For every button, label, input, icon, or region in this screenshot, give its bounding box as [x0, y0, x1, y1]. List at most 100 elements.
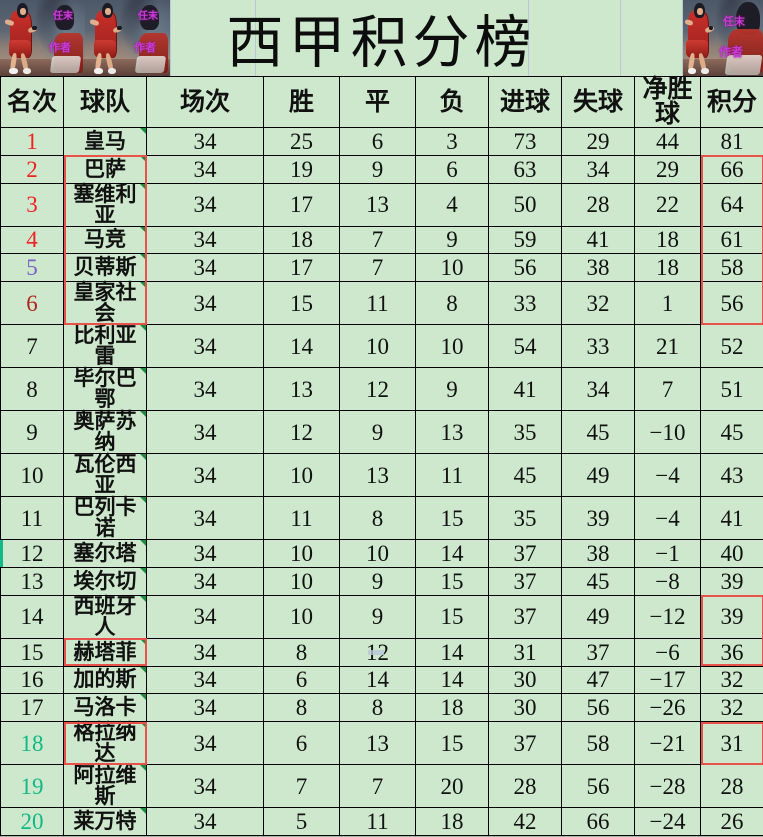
cell-draw[interactable]: 9 — [340, 155, 416, 183]
cell-rank[interactable]: 8 — [1, 368, 64, 411]
cell-draw[interactable]: 10 — [340, 325, 416, 368]
cell-ga[interactable]: 45 — [562, 567, 635, 595]
cell-gd[interactable]: 22 — [635, 183, 701, 226]
cell-gf[interactable]: 37 — [489, 595, 562, 638]
cell-ga[interactable]: 34 — [562, 368, 635, 411]
cell-pts[interactable]: 32 — [701, 694, 763, 722]
cell-loss[interactable]: 9 — [416, 226, 489, 254]
cell-played[interactable]: 34 — [147, 368, 264, 411]
cell-team[interactable]: 加的斯 — [64, 666, 147, 694]
cell-gd[interactable]: −28 — [635, 765, 701, 808]
cell-loss[interactable]: 15 — [416, 497, 489, 540]
cell-gf[interactable]: 54 — [489, 325, 562, 368]
cell-gf[interactable]: 45 — [489, 454, 562, 497]
cell-ga[interactable]: 32 — [562, 282, 635, 325]
cell-gf[interactable]: 33 — [489, 282, 562, 325]
cell-team[interactable]: 莱万特 — [64, 808, 147, 836]
cell-pts[interactable]: 52 — [701, 325, 763, 368]
cell-pts[interactable]: 43 — [701, 454, 763, 497]
column-header-gd[interactable]: 净胜球 — [635, 77, 701, 128]
cell-team[interactable]: 埃尔切 — [64, 567, 147, 595]
cell-win[interactable]: 7 — [264, 765, 340, 808]
cell-loss[interactable]: 6 — [416, 155, 489, 183]
cell-win[interactable]: 5 — [264, 808, 340, 836]
cell-win[interactable]: 6 — [264, 666, 340, 694]
cell-gf[interactable]: 37 — [489, 540, 562, 568]
cell-ga[interactable]: 28 — [562, 183, 635, 226]
cell-rank[interactable]: 10 — [1, 454, 64, 497]
cell-played[interactable]: 34 — [147, 666, 264, 694]
cell-gf[interactable]: 63 — [489, 155, 562, 183]
cell-draw[interactable]: 9 — [340, 411, 416, 454]
cell-win[interactable]: 11 — [264, 497, 340, 540]
cell-ga[interactable]: 38 — [562, 540, 635, 568]
cell-ga[interactable]: 34 — [562, 155, 635, 183]
cell-gd[interactable]: −8 — [635, 567, 701, 595]
cell-played[interactable]: 34 — [147, 183, 264, 226]
cell-win[interactable]: 12 — [264, 411, 340, 454]
cell-draw[interactable]: 7 — [340, 226, 416, 254]
column-header-gf[interactable]: 进球 — [489, 77, 562, 128]
cell-rank[interactable]: 18 — [1, 722, 64, 765]
cell-gf[interactable]: 30 — [489, 666, 562, 694]
cell-loss[interactable]: 8 — [416, 282, 489, 325]
cell-draw[interactable]: 8 — [340, 497, 416, 540]
cell-loss[interactable]: 14 — [416, 638, 489, 666]
cell-gf[interactable]: 28 — [489, 765, 562, 808]
cell-pts[interactable]: 39 — [701, 567, 763, 595]
cell-ga[interactable]: 39 — [562, 497, 635, 540]
cell-team[interactable]: 皇马 — [64, 128, 147, 156]
cell-played[interactable]: 34 — [147, 808, 264, 836]
cell-win[interactable]: 6 — [264, 722, 340, 765]
cell-draw[interactable]: 9 — [340, 595, 416, 638]
cell-team[interactable]: 奥萨苏纳 — [64, 411, 147, 454]
cell-loss[interactable]: 15 — [416, 595, 489, 638]
cell-gd[interactable]: 29 — [635, 155, 701, 183]
cell-pts[interactable]: 28 — [701, 765, 763, 808]
cell-loss[interactable]: 18 — [416, 694, 489, 722]
cell-gd[interactable]: 1 — [635, 282, 701, 325]
cell-played[interactable]: 34 — [147, 765, 264, 808]
cell-gd[interactable]: −26 — [635, 694, 701, 722]
cell-ga[interactable]: 58 — [562, 722, 635, 765]
cell-played[interactable]: 34 — [147, 282, 264, 325]
cell-gd[interactable]: −17 — [635, 666, 701, 694]
cell-team[interactable]: 巴列卡诺 — [64, 497, 147, 540]
cell-ga[interactable]: 41 — [562, 226, 635, 254]
cell-gd[interactable]: −24 — [635, 808, 701, 836]
cell-played[interactable]: 34 — [147, 497, 264, 540]
cell-loss[interactable]: 10 — [416, 254, 489, 282]
cell-gd[interactable]: −4 — [635, 454, 701, 497]
cell-draw[interactable]: 8 — [340, 694, 416, 722]
cell-gf[interactable]: 35 — [489, 411, 562, 454]
cell-played[interactable]: 34 — [147, 454, 264, 497]
cell-draw[interactable]: 6 — [340, 128, 416, 156]
cell-team[interactable]: 塞尔塔 — [64, 540, 147, 568]
cell-ga[interactable]: 49 — [562, 595, 635, 638]
cell-played[interactable]: 34 — [147, 254, 264, 282]
cell-played[interactable]: 34 — [147, 155, 264, 183]
cell-loss[interactable]: 15 — [416, 722, 489, 765]
column-header-rank[interactable]: 名次 — [1, 77, 64, 128]
cell-rank[interactable]: 4 — [1, 226, 64, 254]
cell-gf[interactable]: 59 — [489, 226, 562, 254]
cell-gf[interactable]: 73 — [489, 128, 562, 156]
cell-draw[interactable]: 12 — [340, 368, 416, 411]
cell-loss[interactable]: 10 — [416, 325, 489, 368]
cell-draw[interactable]: 13 — [340, 454, 416, 497]
cell-rank[interactable]: 5 — [1, 254, 64, 282]
cell-pts[interactable]: 36 — [701, 638, 763, 666]
cell-played[interactable]: 34 — [147, 694, 264, 722]
cell-loss[interactable]: 9 — [416, 368, 489, 411]
cell-gf[interactable]: 37 — [489, 722, 562, 765]
cell-win[interactable]: 13 — [264, 368, 340, 411]
